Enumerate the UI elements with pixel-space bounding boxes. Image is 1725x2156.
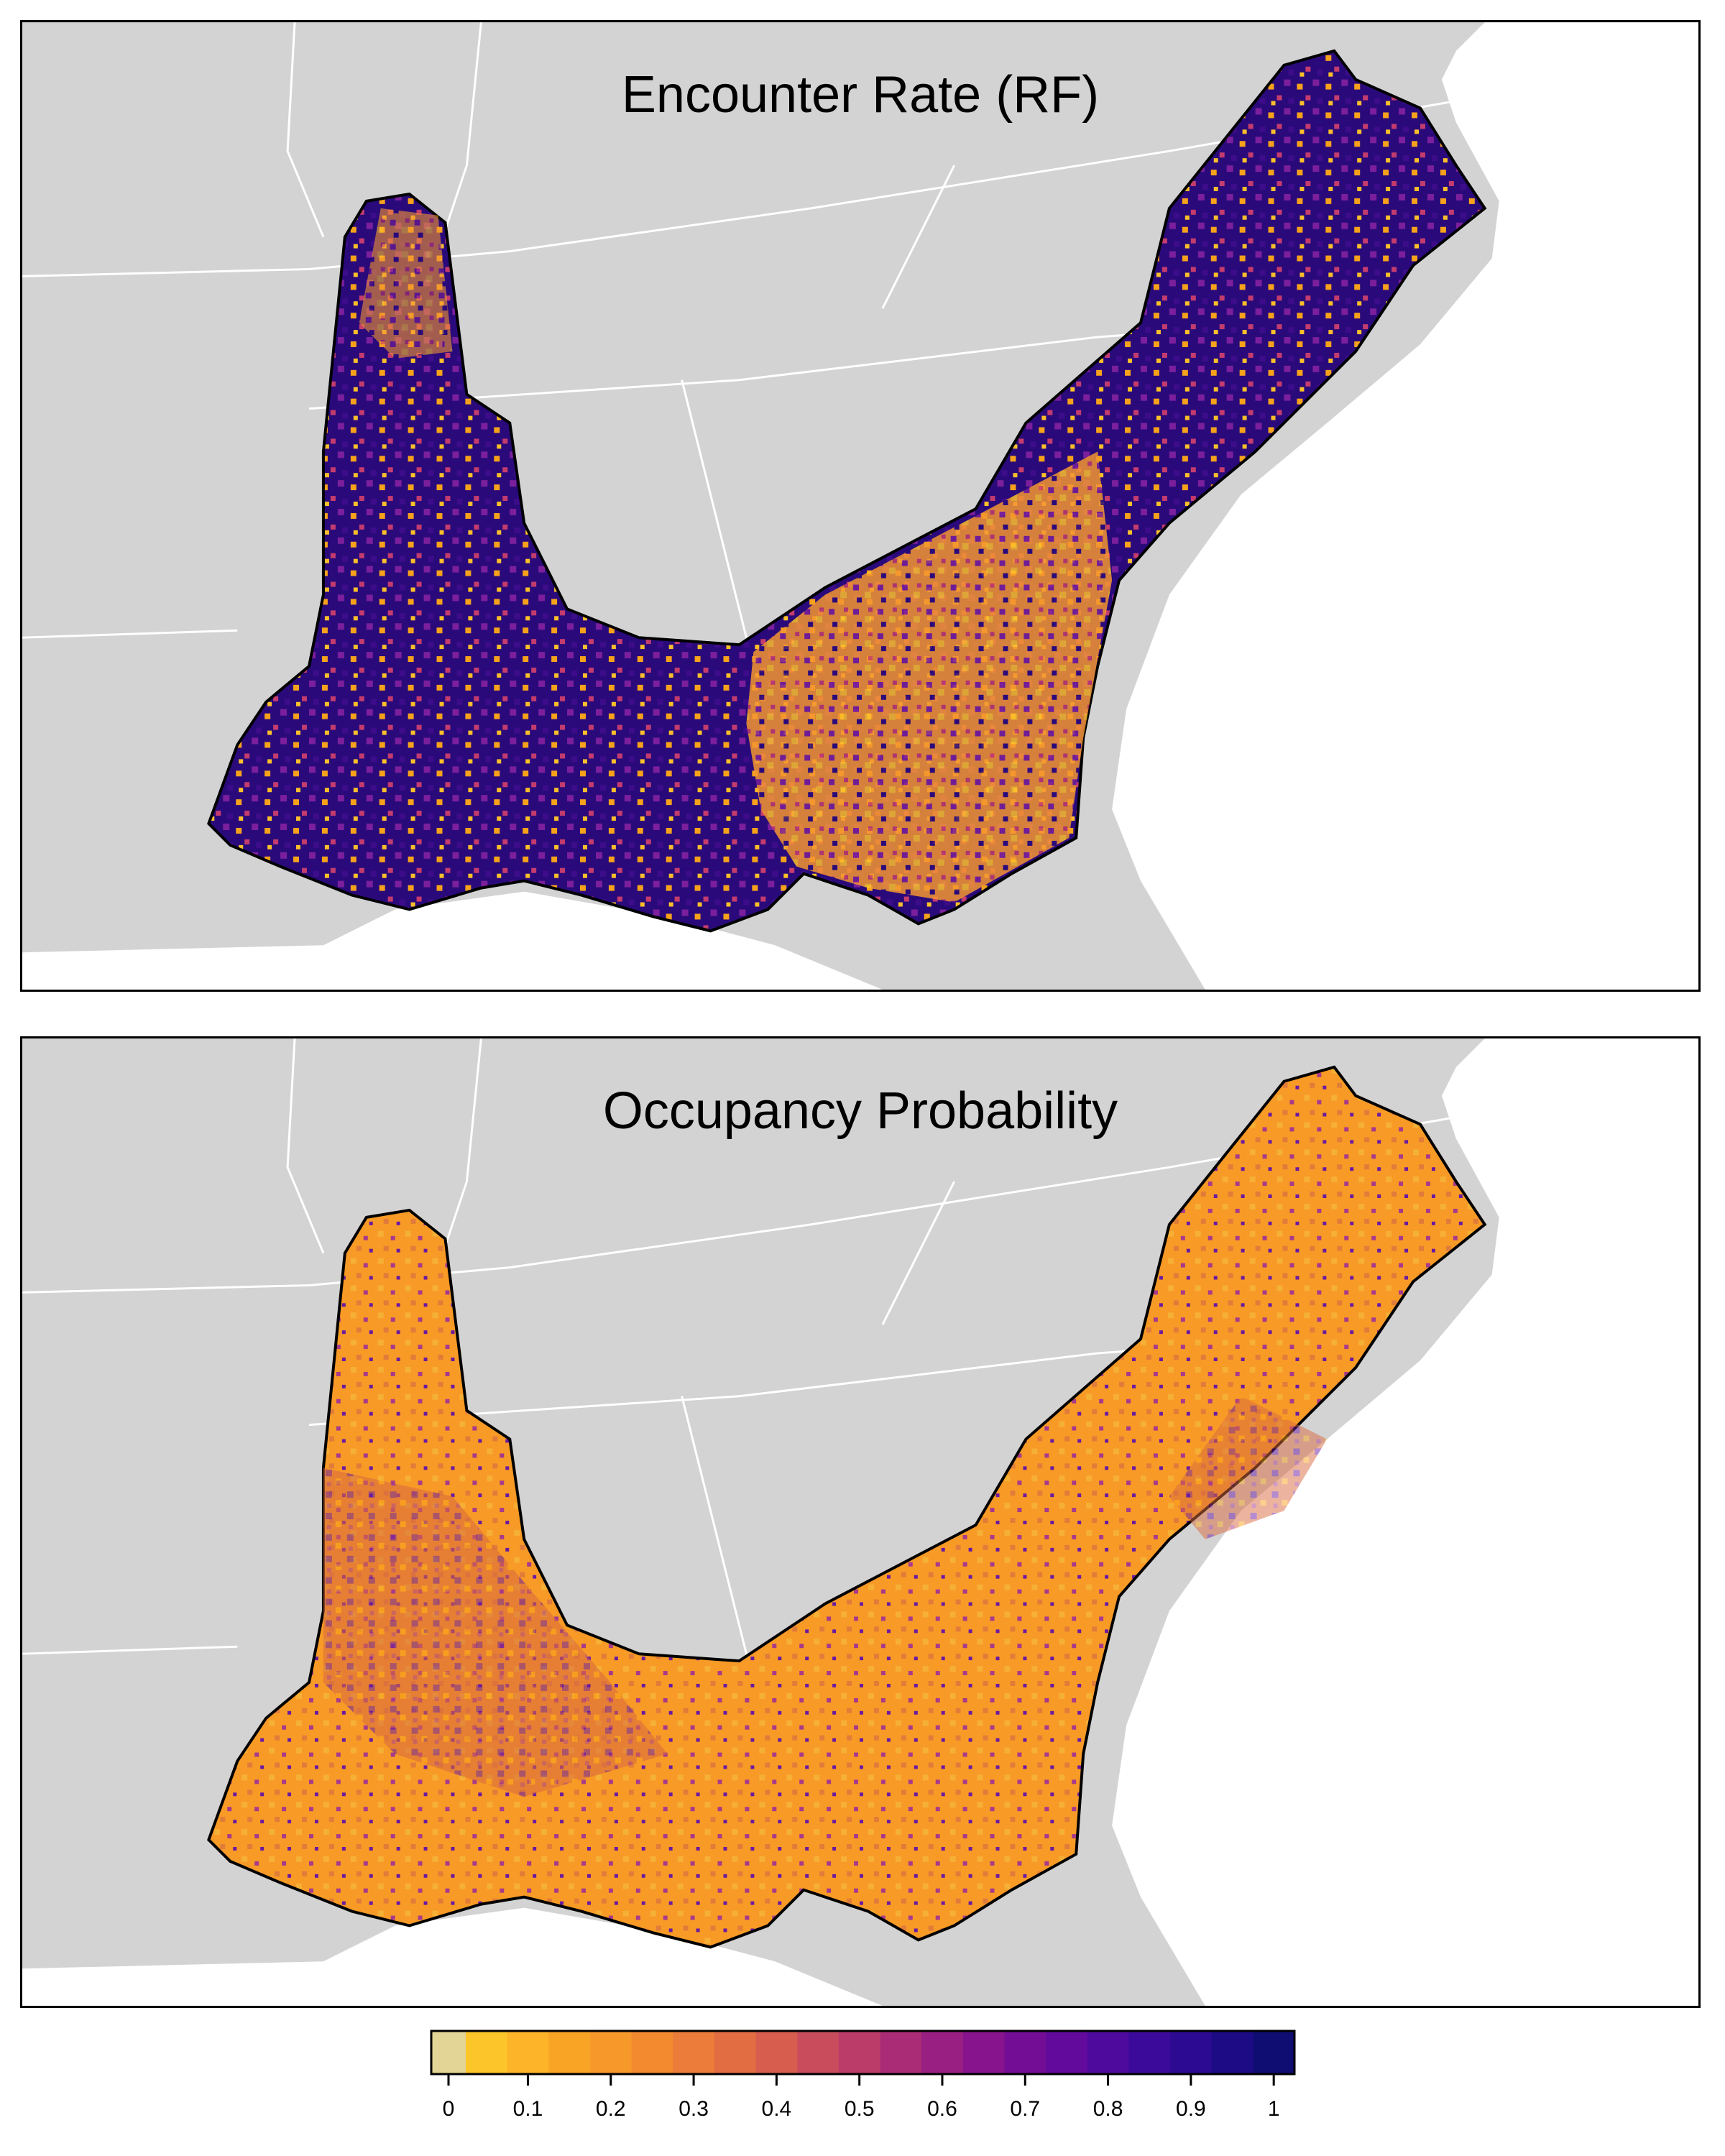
legend-tick-label: 0 [443, 2097, 455, 2121]
legend-cell [673, 2031, 715, 2074]
occupancy-probability-map [22, 1038, 1698, 2006]
color-legend: 0 0.1 0.2 0.3 0.4 0.5 0.6 0.7 0.8 0.9 1 [430, 2030, 1296, 2145]
encounter-rate-map-panel: Encounter Rate (RF) [20, 20, 1701, 992]
panel-title: Encounter Rate (RF) [621, 66, 1100, 124]
legend-tick-label: 0.6 [927, 2097, 957, 2121]
legend-cell [466, 2031, 508, 2074]
legend-tick-label: 0.9 [1176, 2097, 1206, 2121]
panel-title: Occupancy Probability [602, 1082, 1118, 1140]
legend-border [430, 2030, 1296, 2076]
legend-tick-label: 1 [1268, 2097, 1280, 2121]
gulf-water [22, 1907, 883, 2006]
atlantic-water [1112, 1038, 1698, 2006]
legend-cell [880, 2031, 922, 2074]
legend-cells [431, 2031, 1295, 2074]
legend-cell [755, 2031, 798, 2074]
legend-cell [1087, 2031, 1129, 2074]
gulf-water [22, 891, 883, 990]
legend-cell [1253, 2031, 1295, 2074]
legend-tick-label: 0.1 [513, 2097, 543, 2121]
legend-cell [431, 2031, 466, 2074]
legend-tick-label: 0.7 [1010, 2097, 1040, 2121]
legend-tick-label: 0.3 [678, 2097, 709, 2121]
legend-cell [507, 2031, 549, 2074]
legend-tick-label: 0.8 [1093, 2097, 1123, 2121]
legend-cell [714, 2031, 757, 2074]
atlantic-water [1112, 22, 1698, 990]
legend-tick-label: 0.5 [845, 2097, 875, 2121]
occupancy-probability-map-panel: Occupancy Probability [20, 1036, 1701, 2008]
legend-cell [838, 2031, 880, 2074]
legend-cell [548, 2031, 591, 2074]
legend-cell [631, 2031, 673, 2074]
legend-ticks: 0 0.1 0.2 0.3 0.4 0.5 0.6 0.7 0.8 0.9 1 [443, 2074, 1280, 2121]
legend-cell [1170, 2031, 1213, 2074]
legend-cell [1211, 2031, 1254, 2074]
encounter-rate-map [22, 22, 1698, 990]
legend-colorbar: 0 0.1 0.2 0.3 0.4 0.5 0.6 0.7 0.8 0.9 1 [430, 2030, 1296, 2121]
legend-cell [1004, 2031, 1046, 2074]
legend-tick-label: 0.4 [762, 2097, 792, 2121]
legend-cell [1128, 2031, 1171, 2074]
legend-cell [962, 2031, 1005, 2074]
legend-cell [797, 2031, 840, 2074]
legend-cell [589, 2031, 632, 2074]
legend-cell [1046, 2031, 1088, 2074]
legend-tick-label: 0.2 [596, 2097, 626, 2121]
legend-cell [921, 2031, 964, 2074]
study-region [207, 49, 1487, 933]
